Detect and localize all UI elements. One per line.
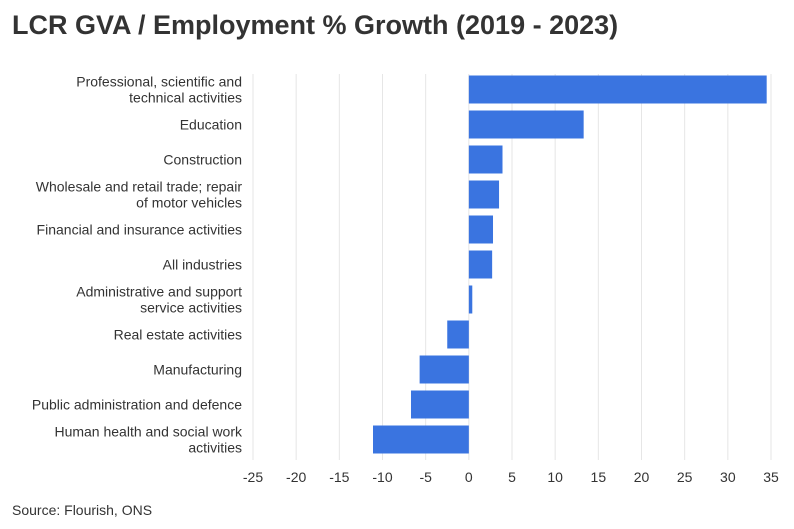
bar xyxy=(468,250,493,279)
category-label: Public administration and defence xyxy=(32,397,242,413)
chart-title: LCR GVA / Employment % Growth (2019 - 20… xyxy=(12,10,619,40)
bar xyxy=(410,390,469,419)
x-tick-label: 35 xyxy=(763,469,779,485)
category-labels: Professional, scientific and technical ac… xyxy=(32,74,243,456)
x-tick-label: 10 xyxy=(547,469,563,485)
x-tick-label: 0 xyxy=(465,469,473,485)
x-tick-label: 20 xyxy=(634,469,650,485)
bar xyxy=(468,215,494,244)
category-label: Administrative and support service activi… xyxy=(76,284,242,316)
x-tick-label: -5 xyxy=(419,469,432,485)
x-tick-label: -15 xyxy=(329,469,349,485)
bar xyxy=(373,425,469,454)
x-tick-label: 30 xyxy=(720,469,736,485)
category-label: Construction xyxy=(163,152,242,168)
category-label: Professional, scientific and technical ac… xyxy=(76,74,242,106)
x-tick-label: 15 xyxy=(591,469,607,485)
bar xyxy=(447,320,469,349)
x-tick-label: 25 xyxy=(677,469,693,485)
category-label: Human health and social work activities xyxy=(54,424,243,456)
x-tick-label: 5 xyxy=(508,469,516,485)
bar xyxy=(468,110,584,139)
category-label: Financial and insurance activities xyxy=(37,222,242,238)
x-tick-label: -10 xyxy=(372,469,392,485)
bar xyxy=(468,145,503,174)
bar xyxy=(468,75,767,104)
bar xyxy=(468,285,473,314)
category-label: Real estate activities xyxy=(114,327,242,343)
category-label: Education xyxy=(180,117,242,133)
bar xyxy=(419,355,469,384)
category-label: Wholesale and retail trade; repair of mot… xyxy=(36,179,243,211)
x-tick-label: -25 xyxy=(243,469,263,485)
category-label: All industries xyxy=(163,257,242,273)
source-note: Source: Flourish, ONS xyxy=(12,502,153,518)
x-tick-label: -20 xyxy=(286,469,306,485)
bar xyxy=(468,180,500,209)
category-label: Manufacturing xyxy=(153,362,242,378)
x-axis-ticks: -25 -20 -15 -10 -5 0 5 10 15 20 25 30 35 xyxy=(243,469,779,485)
bar-layer xyxy=(373,75,767,454)
